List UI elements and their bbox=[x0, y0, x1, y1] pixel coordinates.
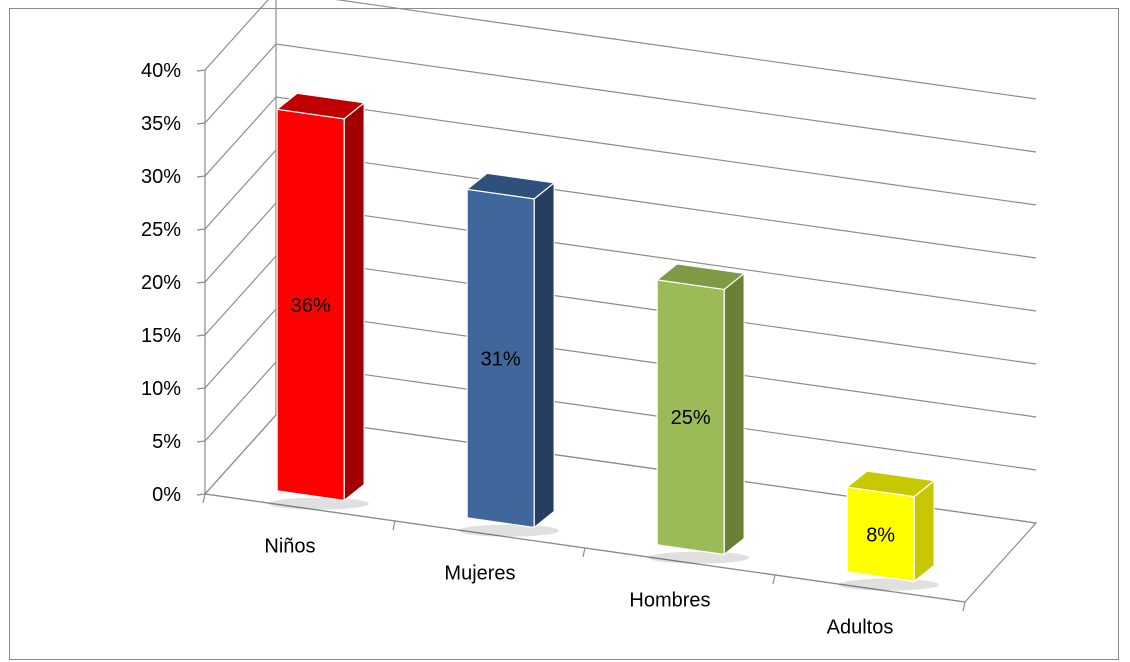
y-axis-labels: 0% 5% 10% 15% 20% 25% 30% 35% 40% bbox=[141, 60, 181, 506]
x-tick bbox=[392, 520, 396, 531]
bar-shadow bbox=[458, 524, 559, 537]
bar-shadow bbox=[838, 578, 939, 591]
x-tick bbox=[772, 574, 776, 585]
bar-top bbox=[845, 470, 936, 498]
bars bbox=[268, 92, 939, 591]
bar-side bbox=[913, 479, 935, 583]
y-tick-label: 35% bbox=[141, 113, 181, 135]
y-tick-label: 40% bbox=[141, 60, 181, 82]
axes bbox=[196, 0, 966, 612]
x-tick-label: Niños bbox=[264, 536, 315, 558]
y-tick bbox=[196, 440, 206, 443]
x-tick-label: Adultos bbox=[827, 617, 894, 639]
y-tick bbox=[196, 387, 206, 390]
data-label: 31% bbox=[481, 348, 521, 370]
bar bbox=[838, 470, 939, 591]
bar-top bbox=[655, 263, 746, 291]
bar-side bbox=[723, 272, 745, 556]
x-tick bbox=[202, 493, 206, 504]
data-labels: 36% 31% 25% 8% bbox=[291, 295, 896, 546]
y-tick bbox=[196, 281, 206, 284]
data-label: 36% bbox=[291, 295, 331, 317]
bar-side bbox=[533, 181, 555, 529]
bar-top bbox=[275, 92, 366, 120]
y-tick bbox=[196, 493, 206, 496]
data-label: 25% bbox=[671, 407, 711, 429]
bar bbox=[648, 263, 749, 564]
y-tick bbox=[196, 175, 206, 178]
bar-shadow bbox=[648, 551, 749, 564]
x-tick bbox=[962, 601, 966, 612]
data-label: 8% bbox=[866, 524, 895, 546]
x-tick-label: Hombres bbox=[629, 590, 710, 612]
y-tick bbox=[196, 334, 206, 337]
y-tick-label: 30% bbox=[141, 166, 181, 188]
x-tick bbox=[582, 547, 586, 558]
y-tick-label: 20% bbox=[141, 272, 181, 294]
y-tick-label: 25% bbox=[141, 219, 181, 241]
bar-shadow bbox=[268, 497, 369, 510]
y-tick bbox=[196, 122, 206, 125]
x-tick-label: Mujeres bbox=[444, 563, 515, 585]
y-tick-label: 0% bbox=[152, 484, 181, 506]
y-tick bbox=[196, 228, 206, 231]
bar-top bbox=[465, 172, 556, 200]
gridline bbox=[204, 0, 1037, 100]
y-tick-label: 15% bbox=[141, 325, 181, 347]
bar-side bbox=[343, 101, 365, 502]
bar bbox=[268, 92, 369, 510]
bar bbox=[458, 172, 559, 537]
y-tick-label: 10% bbox=[141, 378, 181, 400]
y-tick bbox=[196, 69, 206, 72]
x-axis-labels: Niños Mujeres Hombres Adultos bbox=[264, 536, 893, 639]
y-tick-label: 5% bbox=[152, 431, 181, 453]
